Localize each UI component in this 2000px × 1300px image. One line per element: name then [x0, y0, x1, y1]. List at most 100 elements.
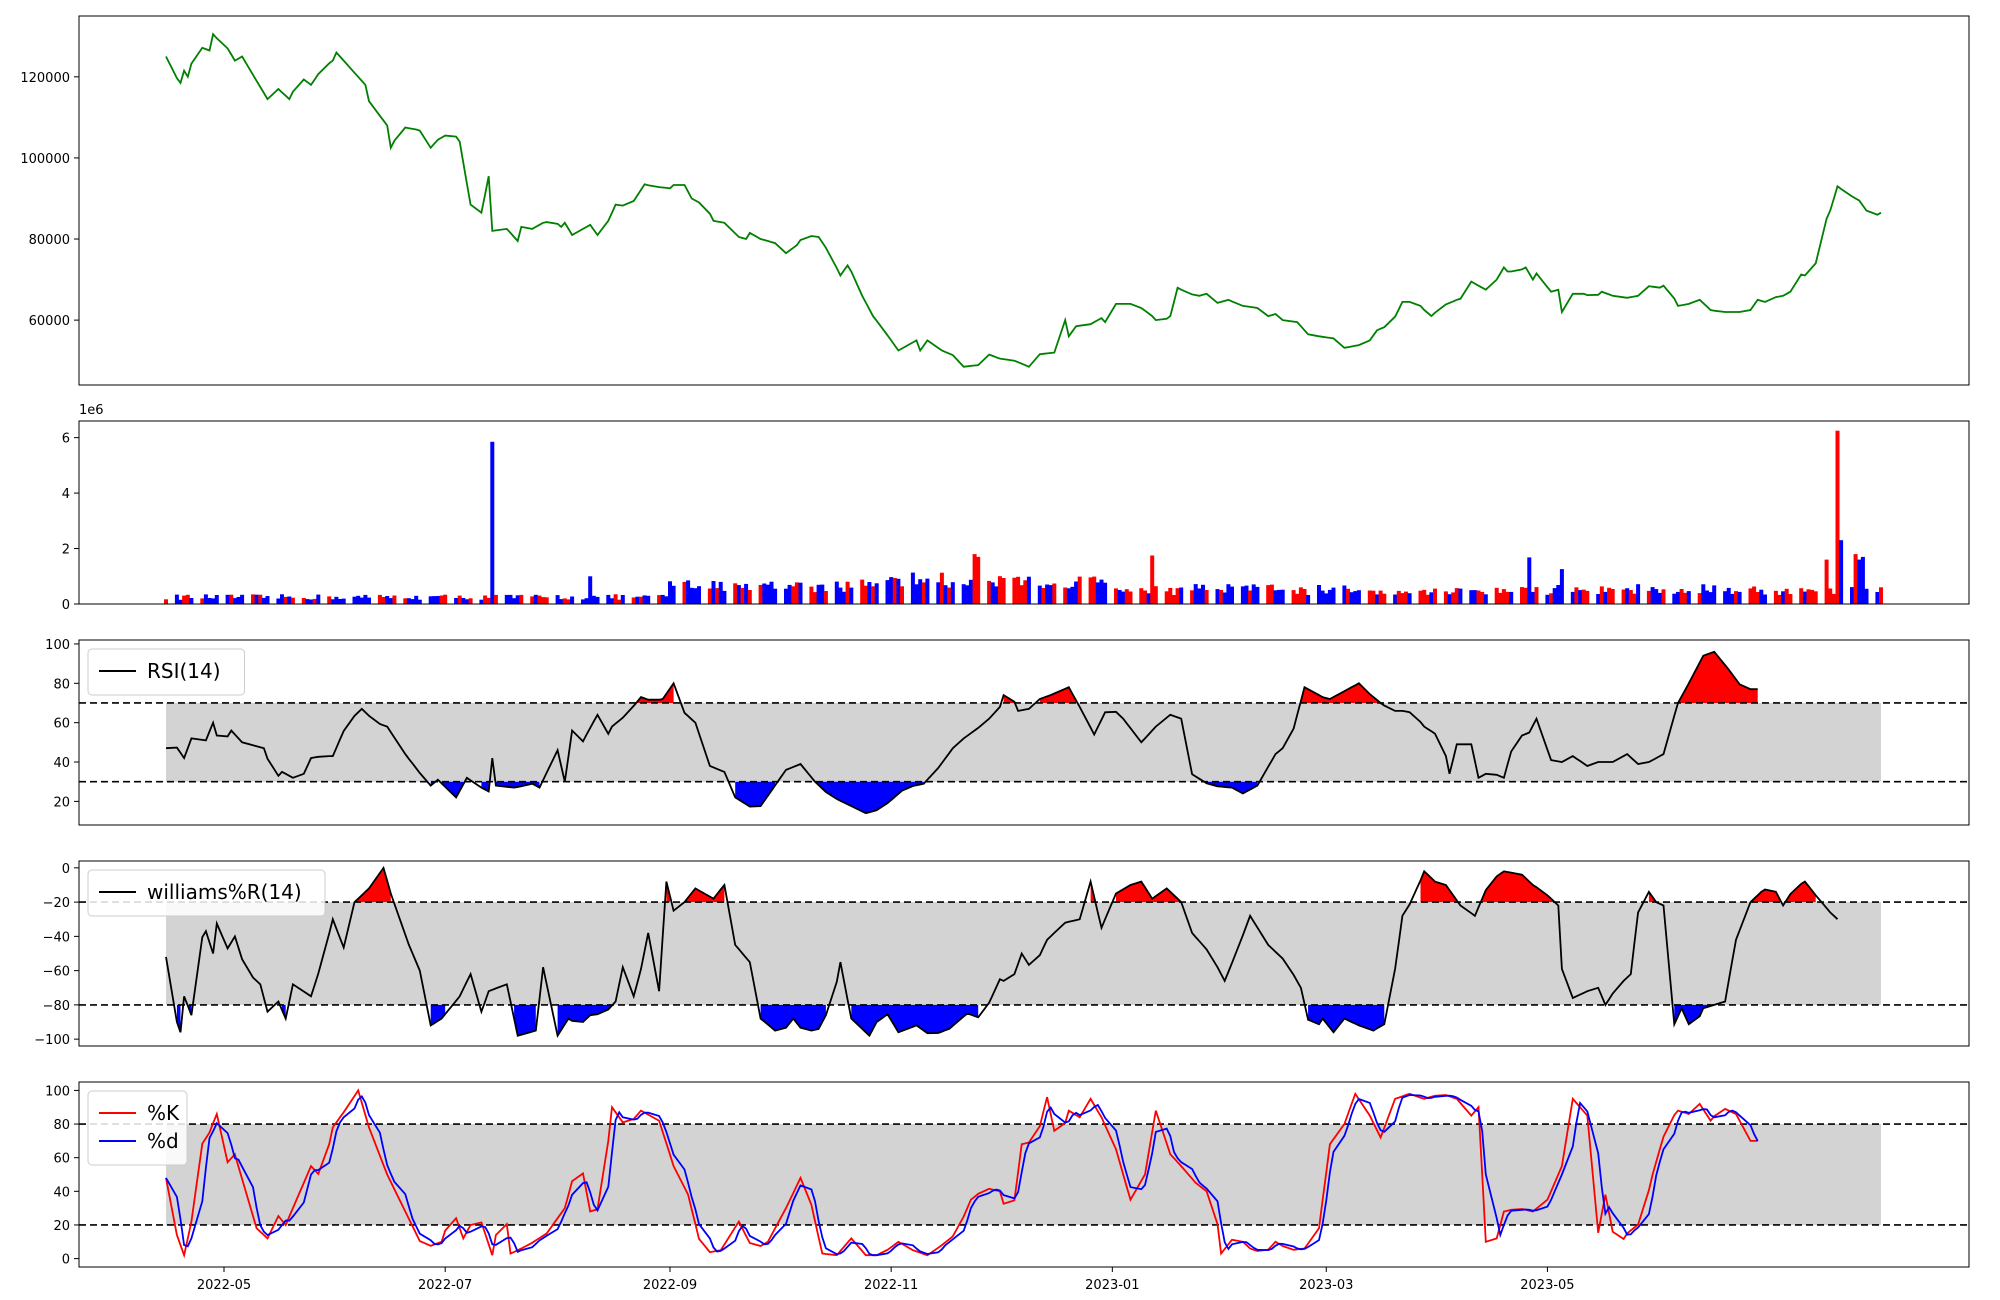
volume-bar: [406, 598, 411, 604]
volume-bar: [1559, 569, 1564, 604]
x-tick-label: 2023-05: [1520, 1278, 1574, 1293]
volume-bar: [1378, 590, 1383, 604]
volume-bar: [1422, 589, 1427, 604]
volume-bar: [1835, 430, 1840, 604]
volume-bar: [1534, 587, 1539, 604]
volume-bar: [997, 576, 1002, 604]
volume-bar: [493, 594, 498, 604]
williams-line: [165, 865, 1839, 1039]
volume-bar: [1853, 554, 1858, 604]
volume-bar: [1353, 591, 1358, 604]
volume-bar: [1146, 593, 1151, 604]
volume-bar: [1752, 586, 1757, 604]
volume-bar: [330, 599, 335, 604]
volume-bar: [1045, 584, 1050, 604]
volume-bar: [871, 586, 875, 604]
volume-bar: [1476, 590, 1481, 604]
volume-bar: [1317, 585, 1321, 604]
volume-bar: [900, 586, 904, 604]
volume-bar: [428, 596, 433, 604]
volume-bar: [290, 597, 295, 604]
volume-bar: [1610, 589, 1615, 604]
volume-bar: [1269, 584, 1274, 604]
volume-bar: [1298, 587, 1303, 604]
volume-bar: [392, 595, 397, 604]
volume-bar: [1197, 588, 1202, 604]
x-tick-label: 2023-01: [1085, 1278, 1139, 1293]
volume-bar: [530, 596, 535, 604]
rsi-band: [166, 702, 1881, 782]
volume-bar: [363, 594, 368, 604]
volume-bar: [1683, 592, 1688, 604]
volume-bar: [769, 581, 774, 604]
volume-bar: [1628, 590, 1633, 604]
rsi-oversold-fill: [735, 781, 776, 807]
volume-bar: [1549, 593, 1554, 604]
volume-bar: [403, 598, 408, 604]
volume-bar: [388, 598, 393, 604]
rsi-ytick-label: 80: [53, 677, 70, 692]
volume-bar: [820, 584, 825, 604]
volume-bar: [1443, 591, 1448, 604]
volume-bar: [1646, 590, 1651, 604]
volume-bar: [182, 595, 187, 604]
volume-bar: [968, 579, 973, 604]
volume-bar: [1585, 590, 1590, 604]
volume-bar: [410, 599, 415, 604]
volume-bar: [635, 596, 640, 604]
volume-bar: [1103, 582, 1108, 604]
volume-bar: [1175, 588, 1180, 604]
volume-bar: [1777, 594, 1782, 604]
volume-bar: [232, 598, 237, 604]
volume-bar: [1222, 592, 1227, 604]
volume-bar: [359, 597, 364, 604]
volume-bar: [1396, 590, 1401, 604]
volume-bar: [736, 585, 741, 604]
volume-bar: [693, 588, 698, 604]
volume-bar: [722, 590, 727, 604]
volume-bar: [1552, 588, 1557, 604]
volume-bar: [1077, 576, 1082, 604]
volume-bar: [1139, 588, 1144, 604]
volume-bar: [1063, 587, 1068, 604]
volume-bar: [483, 595, 488, 604]
volume-bar: [301, 598, 306, 604]
rsi-legend-label: RSI(14): [147, 659, 221, 683]
volume-bar: [657, 595, 662, 604]
volume-bar: [200, 598, 205, 604]
volume-bar: [784, 588, 788, 604]
volume-bar: [479, 599, 484, 604]
volume-bar: [747, 590, 752, 604]
volume-bar: [1451, 592, 1456, 604]
volume-bar: [356, 595, 361, 604]
volume-bar: [798, 582, 803, 604]
volume-bar: [1143, 590, 1147, 604]
volume-bar: [178, 599, 183, 604]
x-tick-label: 2022-07: [418, 1278, 472, 1293]
williams-ytick-label: 0: [62, 862, 70, 877]
volume-bar: [486, 597, 491, 604]
volume-bar: [414, 595, 419, 604]
volume-bar: [385, 596, 390, 604]
volume-bar: [914, 584, 919, 604]
volume-bar: [925, 578, 930, 604]
volume-bar: [1407, 593, 1412, 604]
volume-bar: [1810, 589, 1815, 604]
volume-bar: [1240, 586, 1245, 604]
volume-bar: [1433, 588, 1437, 604]
volume-bar: [1483, 594, 1488, 604]
volume-bar: [990, 582, 995, 604]
volume-bar: [1320, 590, 1325, 604]
volume-bar: [1117, 590, 1122, 604]
stochastic-ytick-label: 0: [62, 1253, 70, 1268]
volume-bar: [432, 596, 437, 604]
volume-bar: [1788, 594, 1793, 604]
volume-bar: [435, 596, 440, 604]
volume-bar: [809, 586, 814, 604]
rsi-frame: [78, 639, 1970, 826]
volume-bar: [1596, 594, 1601, 604]
volume-bar: [1219, 590, 1224, 604]
volume-bar: [987, 580, 992, 604]
volume-bar: [707, 588, 712, 604]
volume-bar: [1661, 589, 1666, 604]
